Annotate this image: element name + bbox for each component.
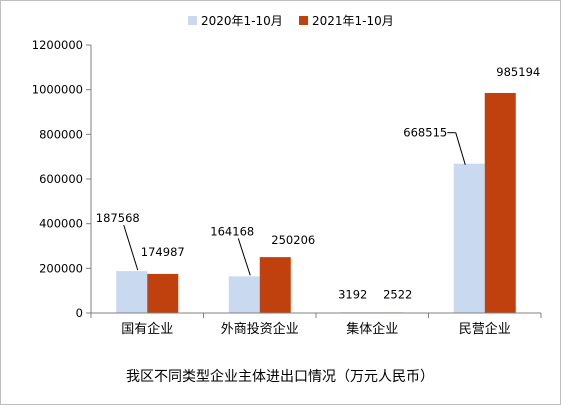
x-tick-label: 民营企业: [459, 321, 511, 337]
bar: [259, 257, 291, 313]
data-label: 164168: [210, 224, 254, 238]
leader-line: [123, 224, 139, 271]
data-label: 985194: [496, 65, 540, 79]
legend-label: 2021年1-10月: [312, 14, 394, 28]
bar: [147, 273, 179, 313]
legend-label: 2020年1-10月: [201, 14, 283, 28]
data-label: 3192: [338, 287, 367, 301]
data-labels: 187568 174987 164168 250206 3192 2522 668515 98…: [96, 65, 540, 301]
chart-legend: 2020年1-10月 2021年1-10月: [188, 14, 394, 28]
bar: [116, 271, 148, 313]
y-tick-label: 200000: [39, 261, 83, 275]
data-label: 668515: [403, 126, 447, 140]
data-label: 250206: [271, 233, 315, 247]
data-label: 174987: [141, 245, 185, 259]
chart-title: 我区不同类型企业主体进出口情况（万元人民币）: [126, 368, 434, 385]
x-tick-label: 国有企业: [121, 321, 173, 337]
legend-swatch: [188, 16, 197, 25]
x-axis: 国有企业 外商投资企业 集体企业 民营企业: [90, 312, 542, 337]
y-tick-label: 1000000: [32, 83, 83, 97]
bar: [484, 92, 516, 313]
x-tick-label: 外商投资企业: [221, 321, 299, 337]
leader-line: [455, 132, 466, 165]
legend-swatch: [299, 16, 308, 25]
data-label: 187568: [96, 211, 140, 225]
y-axis: 0 200000 400000 600000 800000 1000000 1200000: [32, 38, 92, 320]
x-tick-label: 集体企业: [346, 321, 398, 337]
y-tick-label: 1200000: [32, 38, 83, 52]
plot-area: [116, 92, 516, 313]
leader-line: [237, 238, 251, 276]
y-tick-label: 400000: [39, 217, 83, 231]
y-tick-label: 800000: [39, 127, 83, 141]
y-tick-label: 0: [76, 306, 83, 320]
bar: [453, 163, 485, 313]
bar: [228, 276, 260, 313]
y-tick-label: 600000: [39, 172, 83, 186]
data-label: 2522: [383, 287, 412, 301]
